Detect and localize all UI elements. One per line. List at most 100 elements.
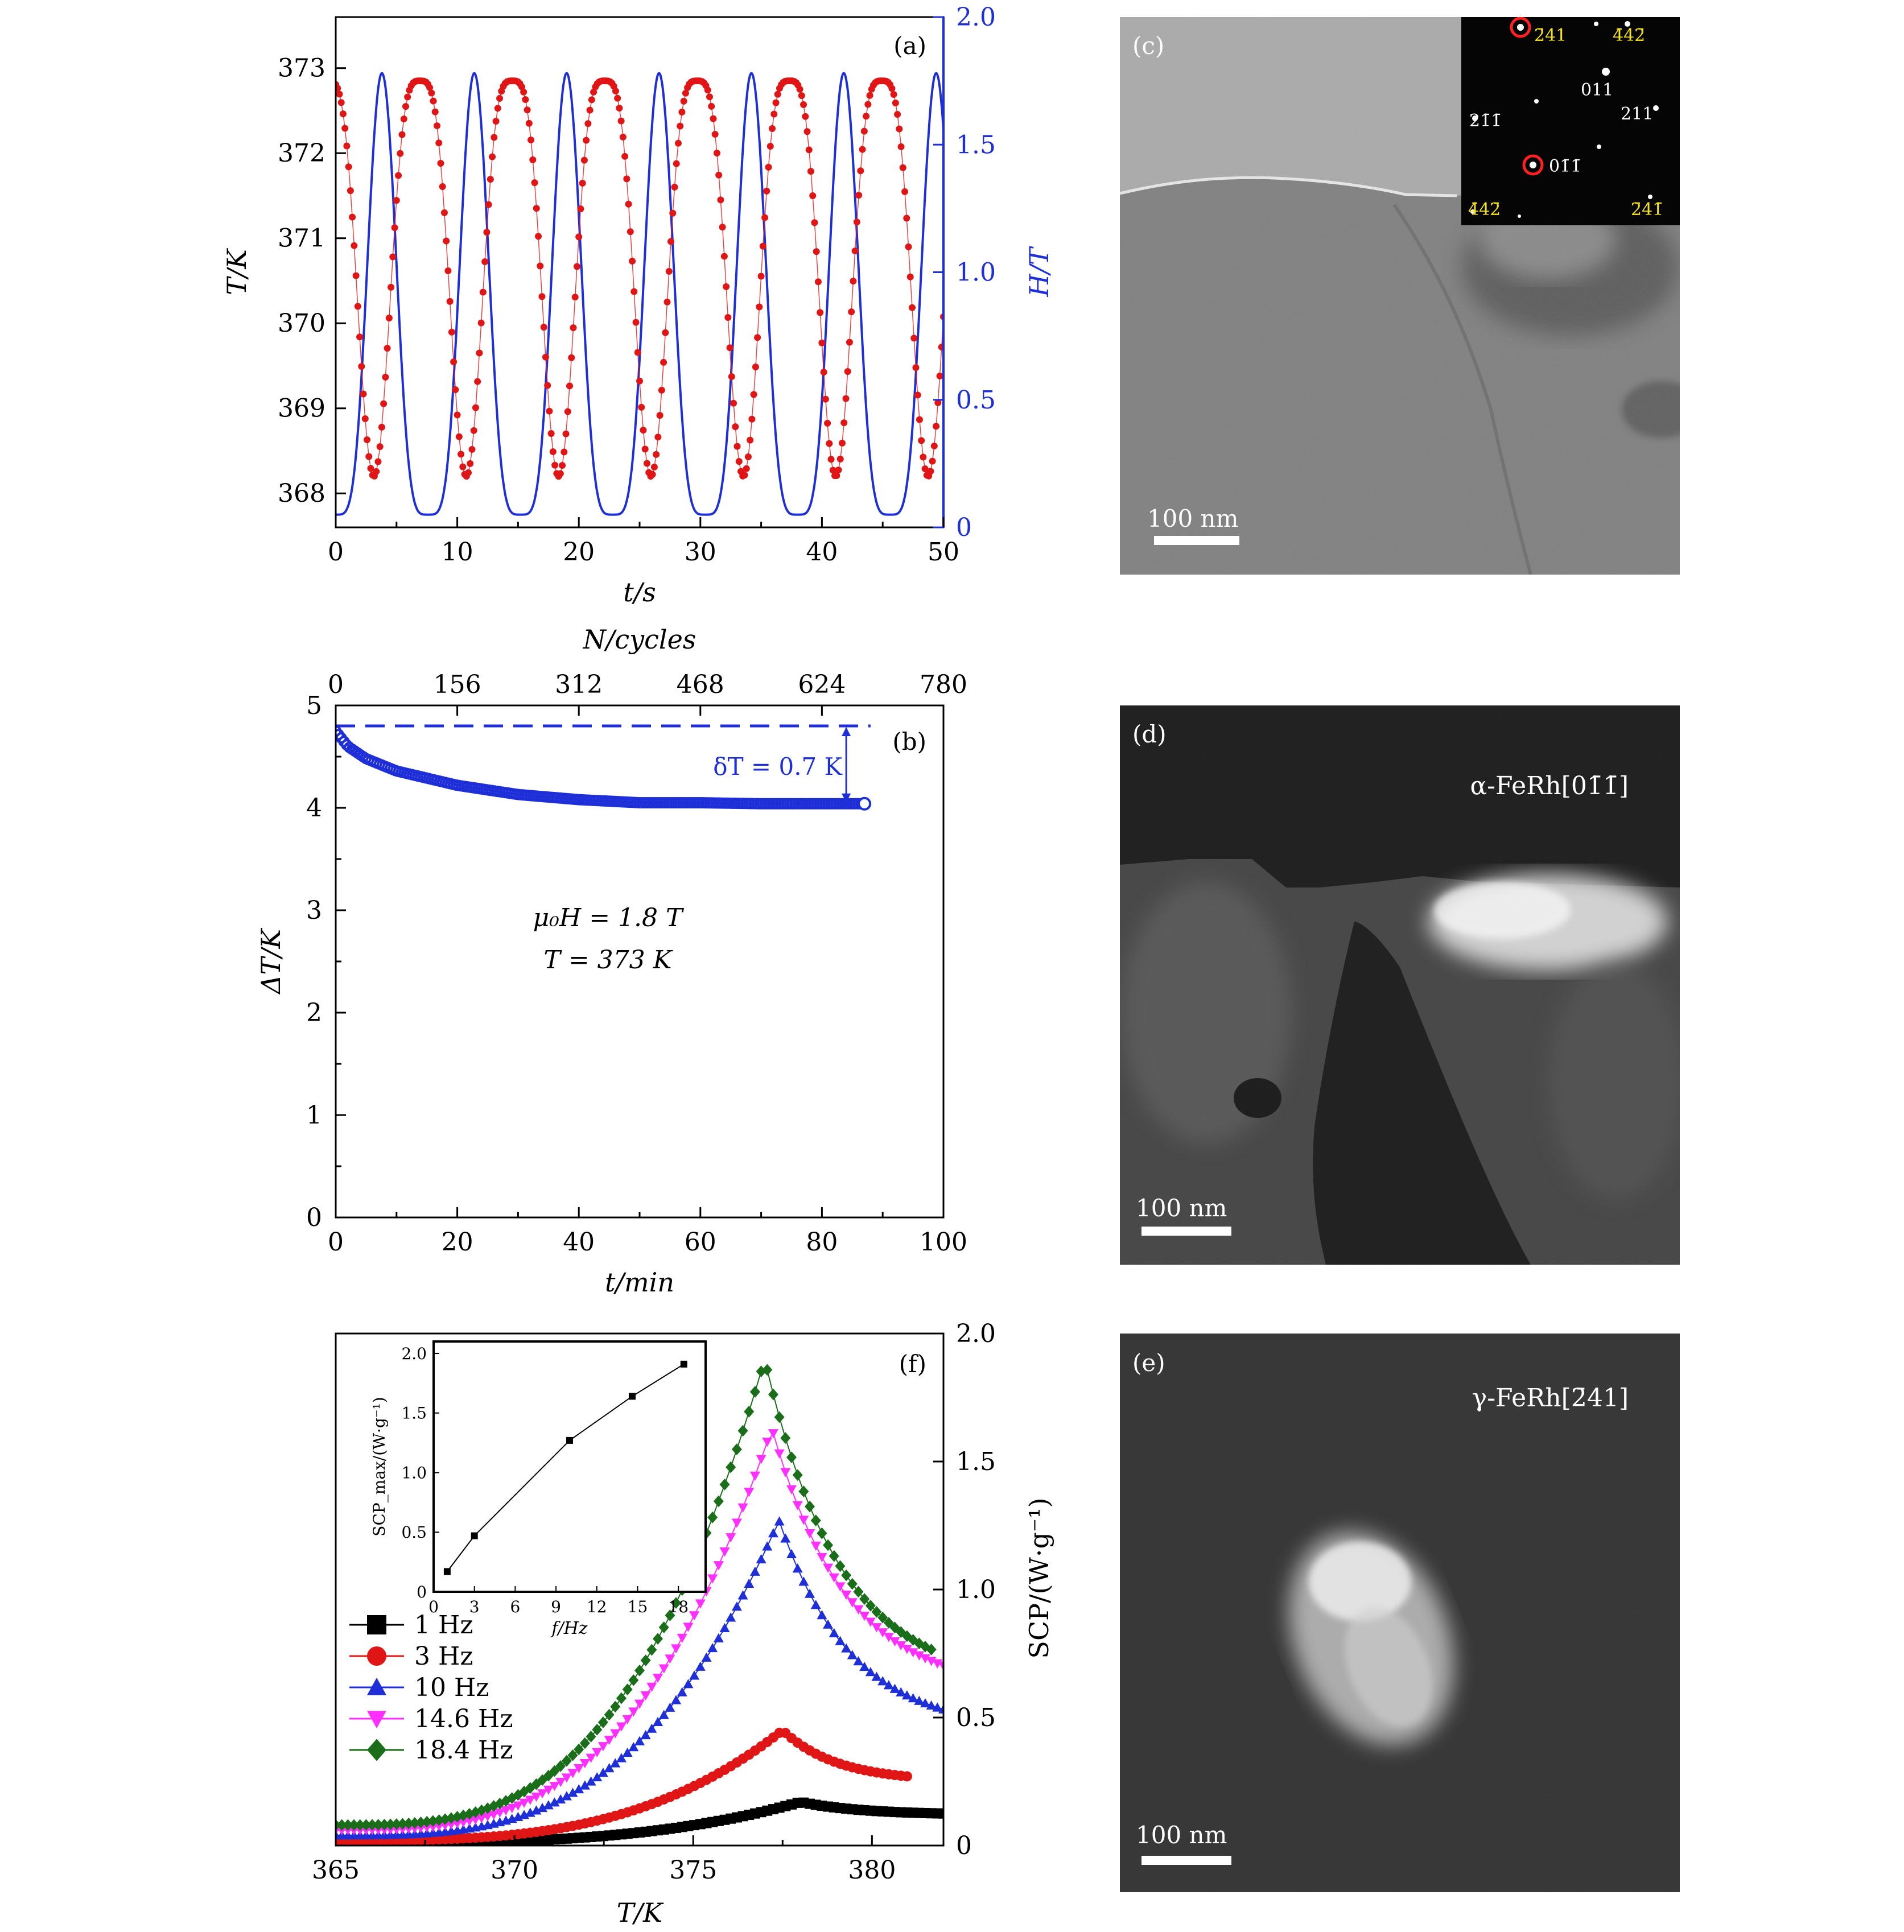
temperature-data-point [388,283,395,291]
temperature-data-point [492,118,500,125]
spot-label: 01̄1̄ [1549,156,1581,176]
temperature-data-point [857,167,864,175]
temperature-data-point [747,436,754,444]
f-y-tick-label: 1.0 [956,1575,996,1604]
scp-data-point [707,1642,718,1653]
panel-e-caption: γ-FeRh[2̄41] [1472,1384,1629,1413]
scp-data-point [592,1772,603,1782]
b-y-tick-label: 4 [306,794,322,823]
b-x-tick-label: 60 [685,1228,716,1257]
panel-a-plot-area [336,72,943,516]
inset-plot: 0 3 6 9 12 15 18 0 0.5 1.0 1.5 2.0 f/Hz SCP_max/(W·g⁻… [370,1344,689,1638]
scp-data-point [798,1576,809,1586]
scp-data-point [938,1808,943,1819]
scp-data-point [567,1749,578,1761]
temperature-data-point [763,187,770,195]
scp-data-point [683,1679,694,1689]
scp-data-point [841,1590,852,1600]
scp-data-point [549,1782,560,1791]
temperature-data-point [400,115,407,123]
scp-data-point [385,1818,396,1831]
panel-e-label: (e) [1132,1349,1165,1377]
scp-data-point [726,1612,736,1622]
temperature-data-point [658,386,665,394]
panel-d-caption: α-FeRh[01̄1̄] [1470,771,1629,800]
temperature-data-point [855,192,863,199]
scp-data-point [762,1364,773,1376]
panel-a: 0 10 20 30 40 50 368 369 370 371 372 373 0 0.5 1.0 1.5 2… [221,3,1054,608]
scp-data-point [470,1815,481,1825]
inset-x-tick-label: 15 [628,1597,648,1616]
scp-data-point [586,1753,596,1763]
scp-data-point [646,1723,657,1733]
temperature-data-point [641,445,649,453]
temperature-data-point [525,119,533,127]
temperature-data-point [748,415,756,423]
panel-f-label: (f) [899,1350,926,1378]
scp-data-point [610,1729,621,1739]
temperature-data-point [439,183,446,191]
temperature-data-point [632,319,640,326]
temperature-data-point [730,399,737,407]
scp-data-point [883,1680,894,1690]
diffraction-spot-marker [1510,17,1531,38]
scp-series-3 [336,1429,943,1835]
temperature-data-point [710,115,717,122]
temperature-data-point [426,84,434,91]
scp-data-point [805,1500,815,1513]
scp-data-point [780,1432,791,1444]
scp-data-point [883,1633,894,1642]
temperature-data-point [336,90,343,98]
b-y-tick-label: 1 [306,1101,322,1130]
inset-x-tick-label: 12 [587,1597,607,1616]
temperature-data-point [798,92,805,100]
temperature-data-point [435,139,443,147]
scp-data-point [397,1818,408,1830]
temperature-data-point [914,391,921,399]
temperature-data-point [839,439,846,447]
temperature-data-point [404,93,411,101]
scp-data-point [543,1785,554,1795]
scp-data-point [634,1699,645,1709]
f-y-tick-label: 0.5 [956,1703,996,1732]
temperature-data-point [551,461,559,469]
temperature-data-point [822,395,829,403]
temperature-data-point [802,113,809,120]
f-x-tick-label: 370 [491,1856,538,1885]
temperature-data-point [811,219,818,226]
delta-t-series-points [336,725,872,811]
scp-data-point [616,1753,627,1762]
scp-data-point [367,1819,378,1831]
b-x-tick-label: 20 [442,1228,473,1257]
a-y-tick-label: 370 [278,309,325,338]
temperature-data-point [715,171,723,179]
panel-a-axes: 0 10 20 30 40 50 368 369 370 371 372 373 0 0.5 1.0 1.5 2… [221,3,1054,608]
panel-b-axes: 0 20 40 60 80 100 0 156 312 468 624 780 0 1 2 3 4 5 t/min N… [255,624,967,1298]
temperature-data-point [640,427,647,434]
temperature-data-point [472,404,479,411]
b-y-tick-label: 0 [306,1203,322,1232]
temperature-data-point [489,153,496,160]
scp-data-point [422,1823,432,1833]
scp-data-point [640,1654,651,1666]
temperature-data-point [402,103,409,110]
scp-data-point [494,1808,505,1818]
temperature-data-point [571,294,579,301]
temperature-data-point [860,127,868,135]
scp-data-point [938,1704,943,1714]
temperature-data-point [836,455,844,463]
inset-y-tick-label: 2.0 [401,1344,427,1363]
scp-data-point [719,1547,730,1557]
scp-data-point [549,1765,560,1777]
temperature-data-point [374,458,382,465]
delta-t-last-point [858,796,872,811]
panel-a-label: (a) [893,32,926,60]
scp-data-point [604,1736,615,1745]
temperature-data-point [888,85,896,92]
scp-series-2 [336,1516,943,1840]
b-x-tick-label: 100 [920,1228,967,1257]
temperature-data-point [936,372,943,379]
a-y-axis-label: T/K [221,248,252,295]
inset-y-tick-label: 0 [417,1583,427,1601]
spot-label: 4̄42̄ [1613,26,1645,46]
